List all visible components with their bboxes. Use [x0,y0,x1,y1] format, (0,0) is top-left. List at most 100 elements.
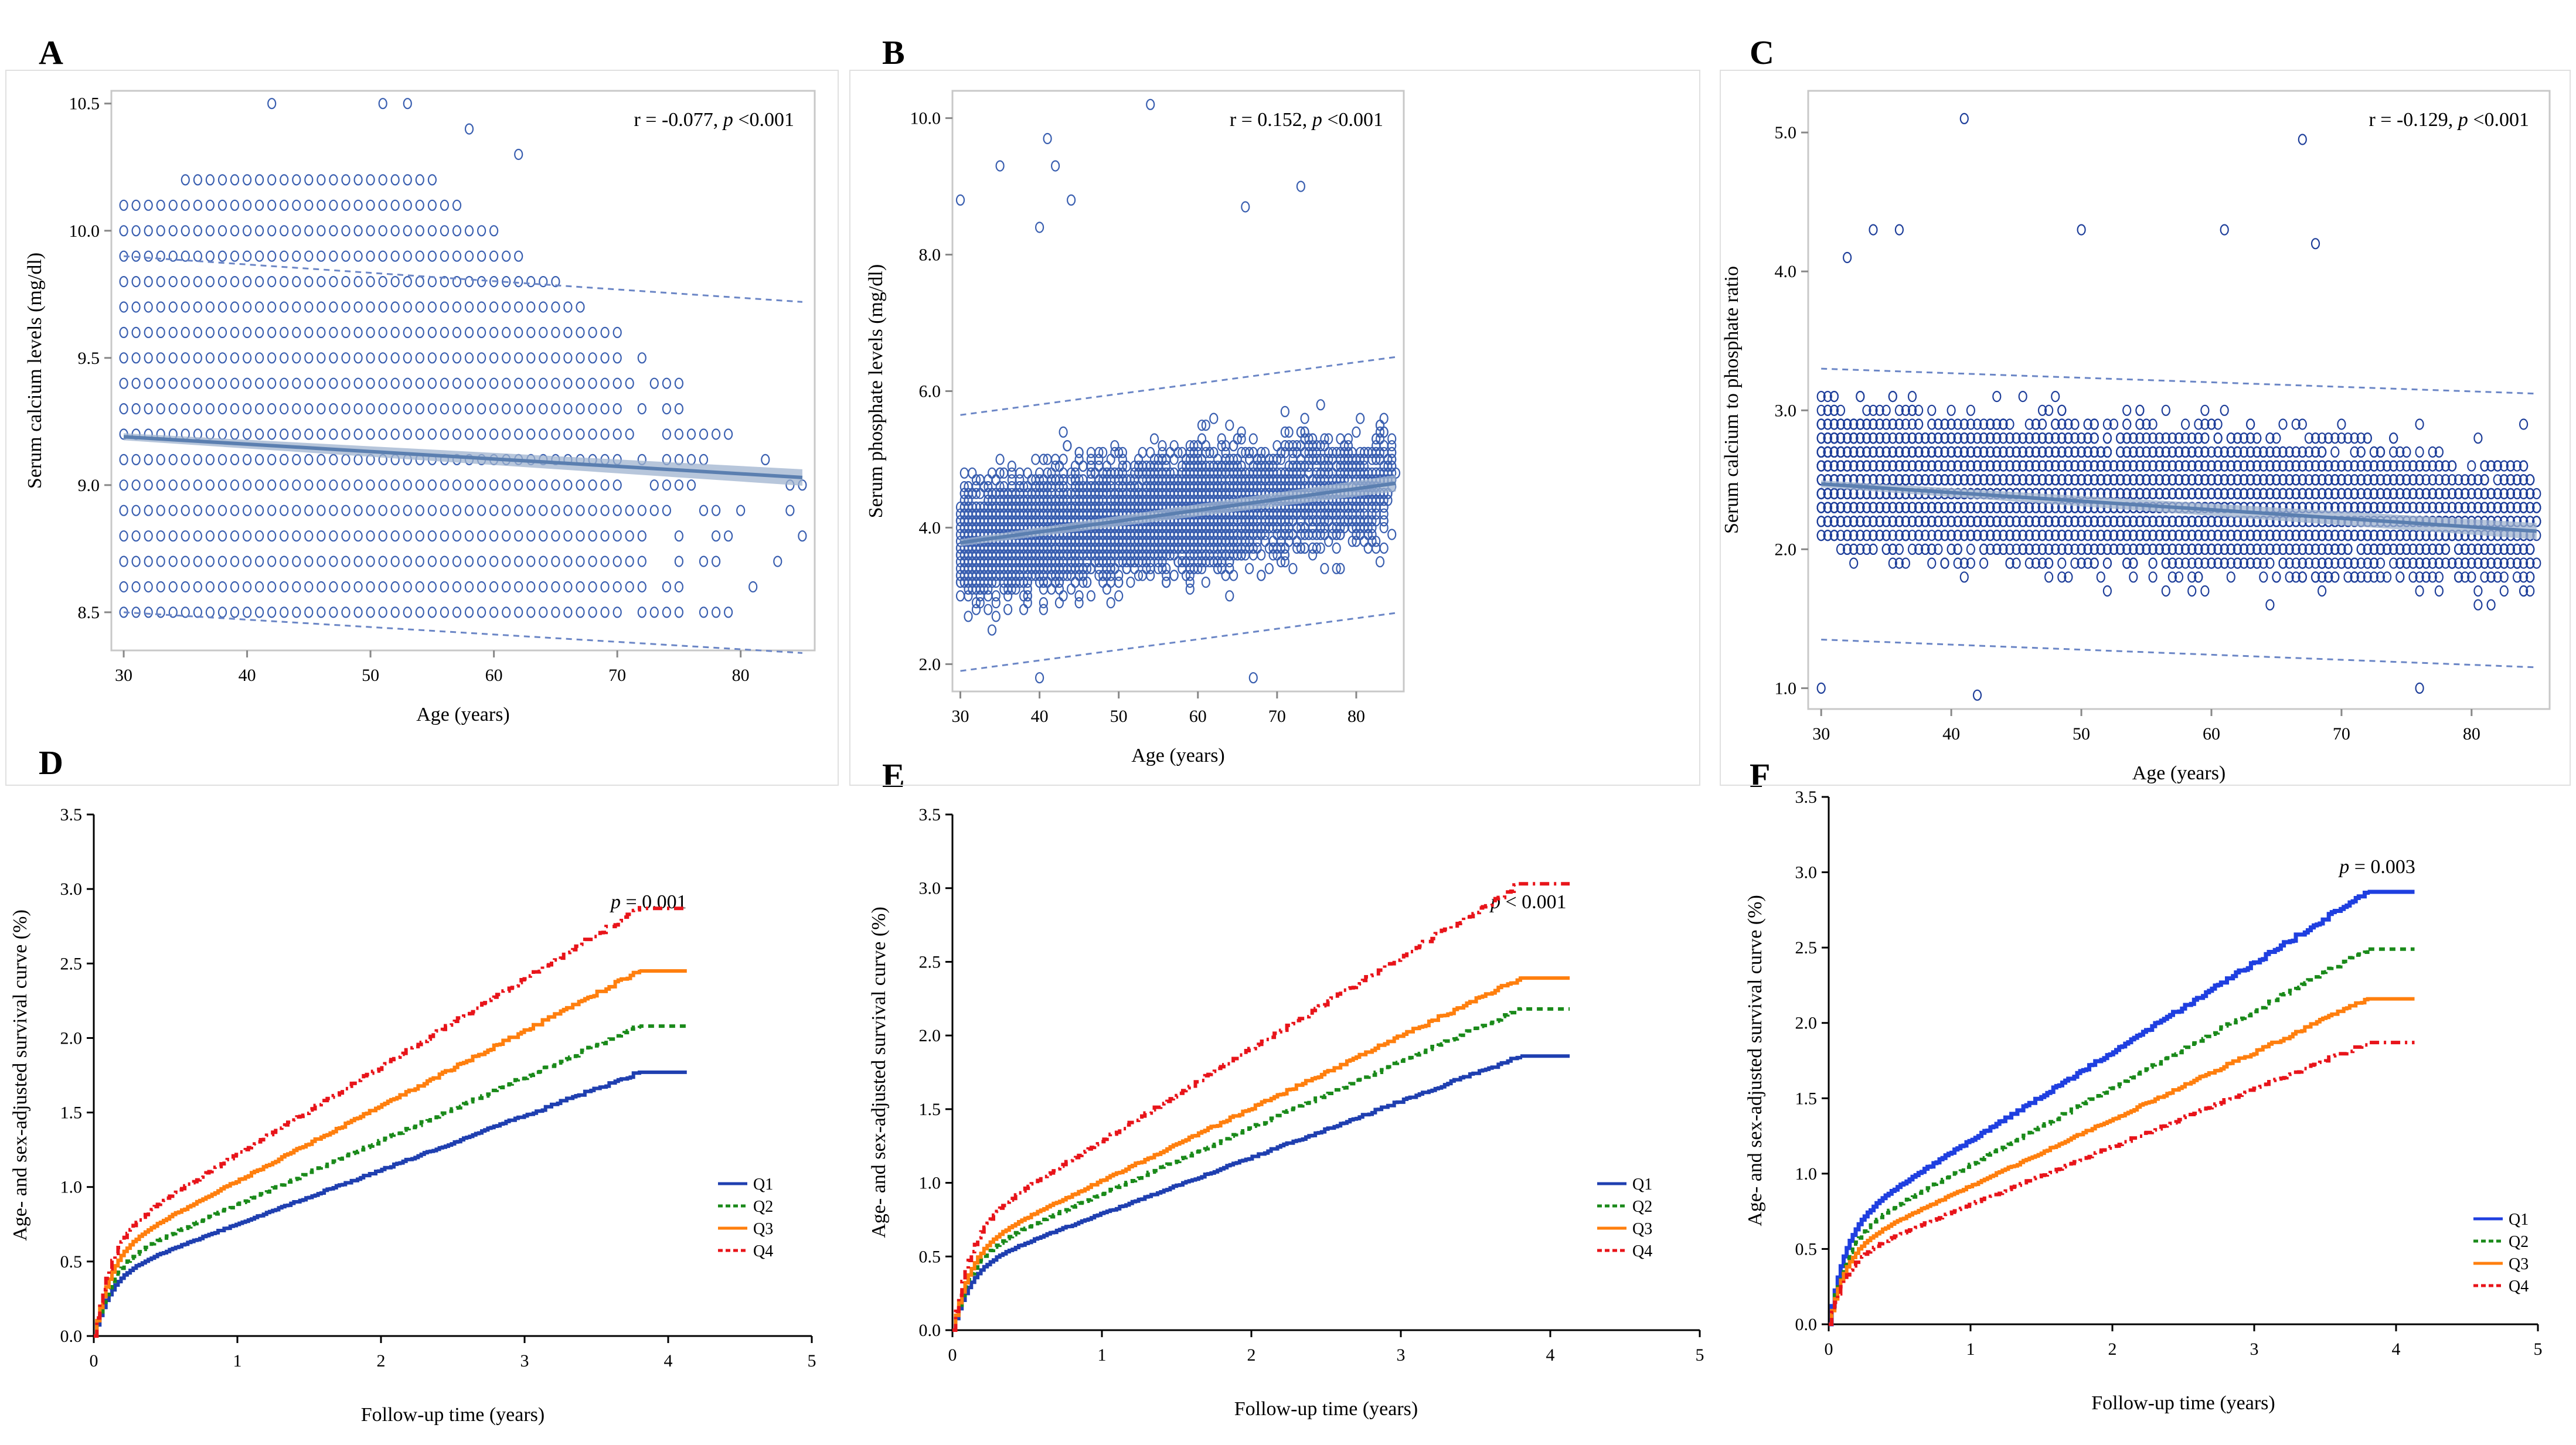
data-point [637,530,646,542]
data-point [662,606,672,618]
data-point [144,352,153,364]
data-point [131,352,141,364]
data-point [464,479,474,491]
data-point [119,377,128,389]
data-point [353,225,363,237]
data-point [464,530,474,542]
data-point [464,581,474,593]
data-point [205,377,215,389]
data-point [205,454,215,466]
data-point [526,479,536,491]
lower-prediction-line [123,611,803,654]
data-point [452,505,462,516]
data-point [514,606,523,618]
data-point [403,403,412,415]
data-point [1225,590,1234,602]
data-point [526,530,536,542]
x-tick-label: 70 [1268,707,1286,726]
data-point [1257,549,1266,561]
data-point [502,555,511,567]
data-point [181,250,190,262]
data-point [317,250,326,262]
data-point [662,403,672,415]
x-tick-label: 40 [1031,707,1049,726]
data-point [144,403,153,415]
data-point [440,199,450,211]
data-point [119,530,128,542]
y-tick-label: 8.5 [78,603,100,622]
data-point [366,250,375,262]
data-point [526,428,536,440]
data-point [452,377,462,389]
data-point [489,505,499,516]
data-point [551,276,560,288]
x-tick-label: 50 [362,666,379,685]
data-point [366,581,375,593]
data-point [353,606,363,618]
x-tick-label: 80 [732,666,750,685]
data-point [440,225,450,237]
data-point [761,454,770,466]
data-point [1359,536,1369,547]
data-point [464,428,474,440]
data-point [415,606,424,618]
data-point [156,530,165,542]
data-point [551,555,560,567]
data-point [711,555,721,567]
data-point [415,555,424,567]
data-point [390,174,400,186]
data-point [193,225,202,237]
data-point [415,581,424,593]
data-point [304,377,314,389]
data-point [539,377,548,389]
data-point [686,454,696,466]
data-point [1332,542,1341,554]
data-point [255,352,264,364]
data-point [131,479,141,491]
data-point [292,454,301,466]
data-point [292,428,301,440]
data-point [1379,501,1389,513]
data-point [649,606,659,618]
data-point [217,479,227,491]
data-point [576,505,585,516]
data-point [563,428,573,440]
data-point [353,377,363,389]
data-point [193,606,202,618]
data-point [1375,420,1385,431]
data-point [1356,413,1365,424]
data-point [378,250,387,262]
data-point [131,326,141,339]
data-point [193,199,202,211]
data-point [427,403,437,415]
data-point [255,530,264,542]
data-point [600,352,610,364]
data-point [193,301,202,313]
data-point [205,530,215,542]
data-point [378,581,387,593]
data-point [205,352,215,364]
data-point [674,403,684,415]
data-point [390,225,400,237]
x-tick-label: 40 [239,666,256,685]
data-point [1114,576,1124,588]
data-point [625,505,634,516]
data-point [1023,467,1032,479]
data-point [1288,563,1298,574]
data-point [440,403,450,415]
data-point [415,326,424,339]
data-point [427,276,437,288]
data-point [255,454,264,466]
data-point [280,276,289,288]
data-point [341,403,351,415]
data-point [267,301,277,313]
data-point [292,352,301,364]
data-point [156,479,165,491]
data-point [723,428,733,440]
data-point [353,505,363,516]
data-point [415,479,424,491]
data-point [563,530,573,542]
data-point [243,403,252,415]
data-point [390,276,400,288]
data-point [255,326,264,339]
